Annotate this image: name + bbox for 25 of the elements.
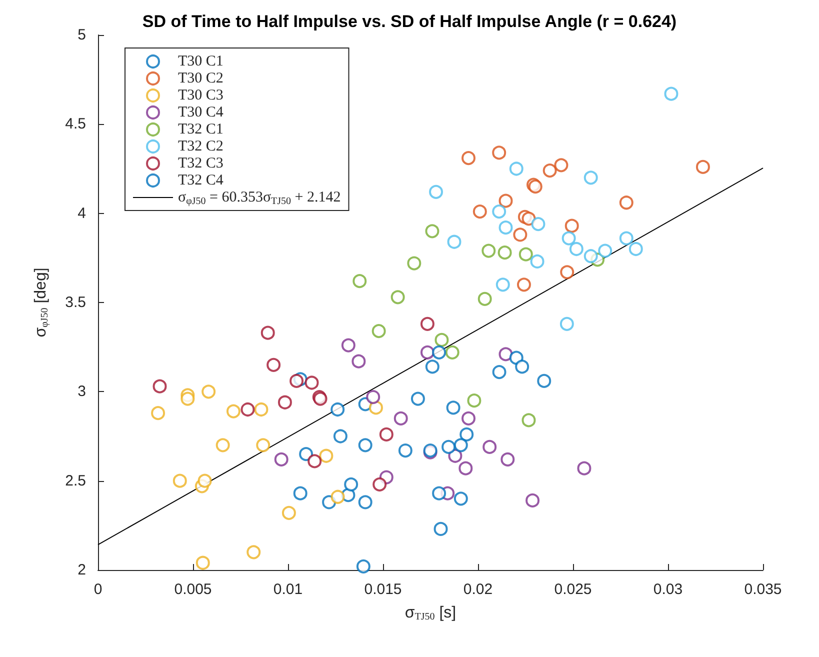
y-tick-label: 2 (78, 562, 86, 578)
legend-label: T30 C2 (178, 70, 224, 86)
y-tick-label: 3.5 (65, 294, 86, 311)
x-tick-label: 0.03 (653, 581, 683, 598)
legend-label: T32 C4 (178, 172, 224, 188)
legend-label: T30 C3 (178, 88, 224, 104)
legend-label: T32 C1 (178, 122, 224, 138)
y-tick-label: 3 (78, 383, 86, 400)
y-axis-title: σφJ50 [deg] (32, 268, 50, 338)
x-tick-label: 0.015 (364, 581, 402, 598)
x-tick-label: 0 (94, 581, 102, 598)
x-tick-label: 0.01 (273, 581, 303, 598)
x-tick-label: 0.005 (174, 581, 212, 598)
y-tick-label: 2.5 (65, 472, 86, 490)
x-tick-label: 0.025 (554, 581, 592, 598)
legend-label: T30 C1 (178, 54, 224, 70)
legend-label: T32 C2 (178, 138, 224, 154)
y-tick-label: 4.5 (65, 116, 86, 133)
legend-label: T32 C3 (178, 156, 224, 172)
y-tick-label: 5 (78, 26, 86, 44)
legend-label: T30 C4 (178, 104, 224, 120)
x-tick-label: 0.035 (744, 581, 782, 598)
x-tick-label: 0.02 (463, 581, 493, 598)
y-tick-label: 4 (78, 204, 86, 222)
chart-title: SD of Time to Half Impulse vs. SD of Half Impulse Angle (r = 0.624) (142, 12, 677, 31)
